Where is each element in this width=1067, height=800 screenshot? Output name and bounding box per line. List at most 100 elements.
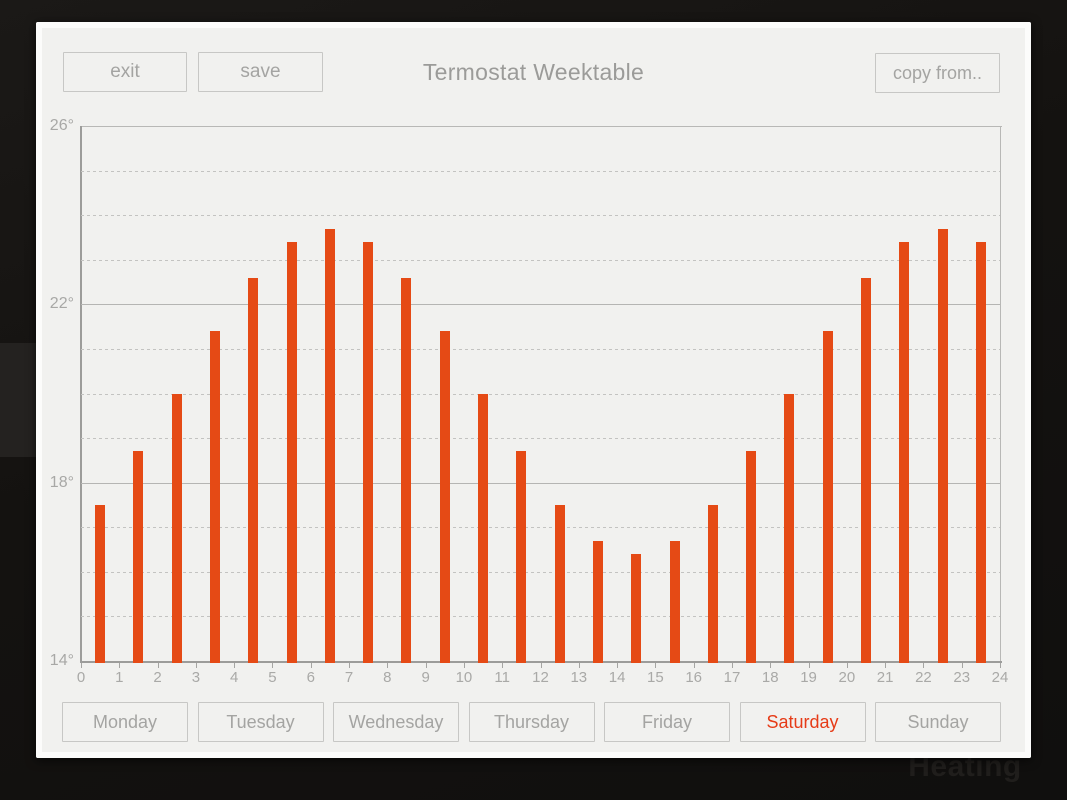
y-tick-label-14: 14° <box>49 652 74 669</box>
gridline-dashed-23 <box>81 259 1000 261</box>
x-tick-23 <box>961 663 963 668</box>
x-tick-label-0: 0 <box>76 669 86 686</box>
day-selector-row: Monday Tuesday Wednesday Thursday Friday Satu… <box>62 702 1001 742</box>
x-tick-label-16: 16 <box>685 669 702 686</box>
x-tick-1 <box>119 663 121 668</box>
gridline-dashed-19 <box>81 438 1000 440</box>
temp-bar-hour-11[interactable] <box>516 451 527 663</box>
x-tick-label-10: 10 <box>455 669 473 686</box>
gridline-dashed-15 <box>81 616 1000 618</box>
x-tick-label-24: 24 <box>991 669 1009 686</box>
x-tick-21 <box>885 663 887 668</box>
temp-bar-hour-1[interactable] <box>133 451 144 663</box>
x-tick-22 <box>923 663 925 668</box>
temp-bar-hour-8[interactable] <box>401 277 412 663</box>
x-tick-label-7: 7 <box>344 669 354 686</box>
chart-right-border <box>1000 126 1001 662</box>
gridline-dashed-21 <box>81 348 1000 350</box>
x-tick-9 <box>425 663 427 668</box>
temp-bar-hour-22[interactable] <box>937 228 948 663</box>
day-button-tuesday[interactable]: Tuesday <box>197 702 324 742</box>
chart-plot-area <box>81 126 1000 663</box>
temp-bar-hour-14[interactable] <box>631 554 642 663</box>
x-tick-label-21: 21 <box>876 669 894 686</box>
x-tick-4 <box>234 663 236 668</box>
x-tick-label-11: 11 <box>494 669 510 686</box>
x-tick-16 <box>693 663 695 668</box>
x-tick-8 <box>387 663 389 668</box>
x-tick-label-3: 3 <box>191 669 201 686</box>
temp-bar-hour-3[interactable] <box>210 331 221 663</box>
x-tick-label-18: 18 <box>761 669 779 686</box>
x-tick-label-2: 2 <box>153 669 162 686</box>
x-tick-label-6: 6 <box>306 669 315 686</box>
day-button-monday[interactable]: Monday <box>62 702 188 742</box>
temperature-chart: 26° 22° 18° 14° 0 1 2 3 4 5 6 7 8 9 10 11 12 13 14 15 16 17 1… <box>36 117 1031 701</box>
x-tick-10 <box>463 663 465 668</box>
x-tick-15 <box>655 663 657 668</box>
gridline-dashed-16 <box>81 571 1000 573</box>
x-tick-12 <box>540 663 542 668</box>
temp-bar-hour-20[interactable] <box>860 277 871 663</box>
gridline-dashed-24 <box>81 215 1000 217</box>
temp-bar-hour-5[interactable] <box>286 241 297 663</box>
temp-bar-hour-6[interactable] <box>324 228 335 663</box>
temp-bar-hour-4[interactable] <box>248 277 259 663</box>
day-button-sunday[interactable]: Sunday <box>875 702 1001 742</box>
page-title: Termostat Weektable <box>422 59 645 85</box>
gridline-solid-18 <box>81 482 1000 484</box>
x-tick-label-22: 22 <box>915 669 932 686</box>
y-tick-label-22: 22° <box>49 295 74 313</box>
x-tick-2 <box>157 663 159 668</box>
x-tick-label-20: 20 <box>838 669 856 686</box>
x-tick-label-5: 5 <box>268 669 277 686</box>
day-button-saturday[interactable]: Saturday <box>739 702 866 742</box>
x-tick-0 <box>81 663 82 668</box>
temp-bar-hour-7[interactable] <box>363 241 374 663</box>
y-tick-label-18: 18° <box>49 473 74 491</box>
x-tick-11 <box>502 663 504 668</box>
x-tick-label-14: 14 <box>608 669 626 686</box>
x-tick-label-12: 12 <box>532 669 549 686</box>
x-tick-label-4: 4 <box>229 669 239 686</box>
day-button-friday[interactable]: Friday <box>604 702 730 742</box>
thermostat-weektable-window: Termostat Weektable exit save copy from.… <box>36 22 1031 758</box>
temp-bar-hour-2[interactable] <box>171 393 182 663</box>
temp-bar-hour-13[interactable] <box>592 540 603 663</box>
day-button-wednesday[interactable]: Wednesday <box>333 702 459 742</box>
x-tick-label-1: 1 <box>115 669 124 686</box>
y-axis-line <box>80 126 82 663</box>
copy-from-button[interactable]: copy from.. <box>875 53 1000 93</box>
x-tick-label-19: 19 <box>800 669 817 686</box>
temp-bar-hour-9[interactable] <box>439 331 450 663</box>
temp-bar-hour-12[interactable] <box>554 504 565 663</box>
save-button[interactable]: save <box>198 52 323 92</box>
gridline-dashed-25 <box>81 170 1000 172</box>
temp-bar-hour-23[interactable] <box>975 241 986 663</box>
temp-bar-hour-17[interactable] <box>746 451 757 663</box>
x-tick-24 <box>1000 663 1001 668</box>
day-button-thursday[interactable]: Thursday <box>468 702 595 742</box>
exit-button[interactable]: exit <box>63 52 187 92</box>
x-tick-7 <box>349 663 351 668</box>
x-axis-line <box>80 661 1002 663</box>
temp-bar-hour-21[interactable] <box>899 241 910 663</box>
temp-bar-hour-19[interactable] <box>822 331 833 663</box>
x-tick-5 <box>272 663 274 668</box>
background-band <box>0 343 36 457</box>
temp-bar-hour-15[interactable] <box>669 540 680 663</box>
temp-bar-hour-10[interactable] <box>478 393 489 663</box>
x-tick-label-23: 23 <box>953 669 971 686</box>
temp-bar-hour-0[interactable] <box>95 504 106 663</box>
x-tick-6 <box>310 663 312 668</box>
chart-top-border <box>80 126 1002 127</box>
x-tick-17 <box>731 663 733 668</box>
gridline-solid-22 <box>81 304 1000 306</box>
x-tick-label-9: 9 <box>421 669 430 686</box>
temp-bar-hour-16[interactable] <box>707 504 718 663</box>
x-tick-label-15: 15 <box>647 669 664 686</box>
temp-bar-hour-18[interactable] <box>784 393 795 663</box>
x-tick-13 <box>578 663 580 668</box>
x-tick-20 <box>846 663 848 668</box>
gridline-dashed-17 <box>81 527 1000 529</box>
